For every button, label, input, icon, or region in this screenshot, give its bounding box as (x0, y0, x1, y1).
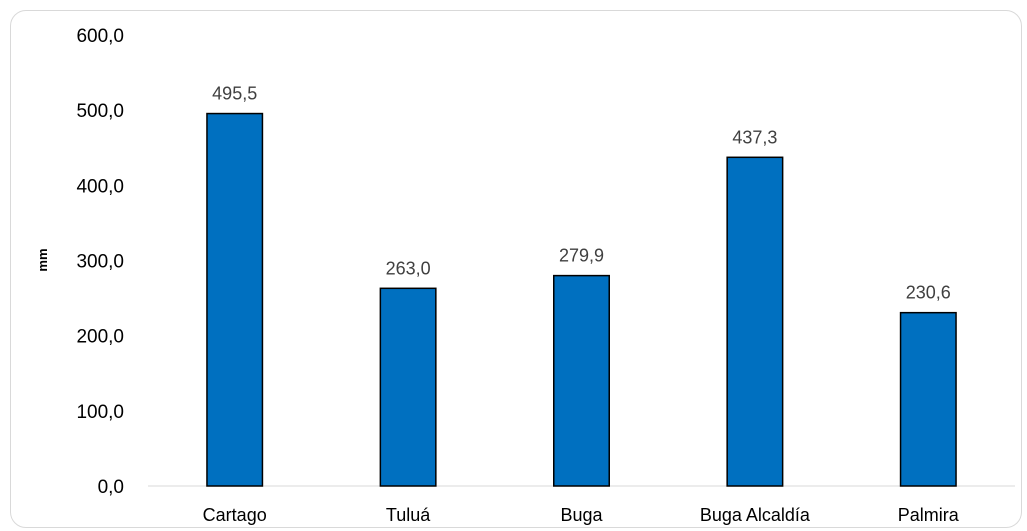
y-tick-label: 600,0 (76, 26, 124, 47)
y-tick-label: 200,0 (76, 327, 124, 348)
x-axis-categories: Cartago Tuluá Buga Buga Alcaldía Palmira (203, 505, 960, 525)
bar (899, 311, 957, 487)
data-label: 495,5 (212, 84, 257, 104)
bars: 495,5 263,0 279,9 437,3 230,6 (206, 84, 957, 487)
y-tick-label: 300,0 (76, 252, 124, 273)
x-category-label: Buga (560, 505, 603, 525)
y-tick-label: 500,0 (76, 101, 124, 122)
bar (206, 112, 264, 487)
chart-frame (10, 10, 1022, 528)
y-tick-label: 400,0 (76, 176, 124, 197)
y-tick-label: 0,0 (98, 477, 124, 498)
y-tick-label: 100,0 (76, 402, 124, 423)
data-label: 279,9 (559, 246, 604, 266)
x-category-label: Palmira (898, 505, 960, 525)
x-category-label: Tuluá (386, 505, 431, 525)
data-label: 437,3 (732, 127, 777, 147)
data-label: 263,0 (386, 258, 431, 278)
bar (726, 156, 784, 487)
y-axis-label: mm (35, 248, 50, 271)
data-label: 230,6 (906, 283, 951, 303)
bar (379, 287, 437, 487)
y-axis: 0,0 100,0 200,0 300,0 400,0 500,0 600,0 (76, 26, 124, 498)
x-category-label: Cartago (203, 505, 267, 525)
x-category-label: Buga Alcaldía (700, 505, 811, 525)
bar (553, 274, 610, 487)
